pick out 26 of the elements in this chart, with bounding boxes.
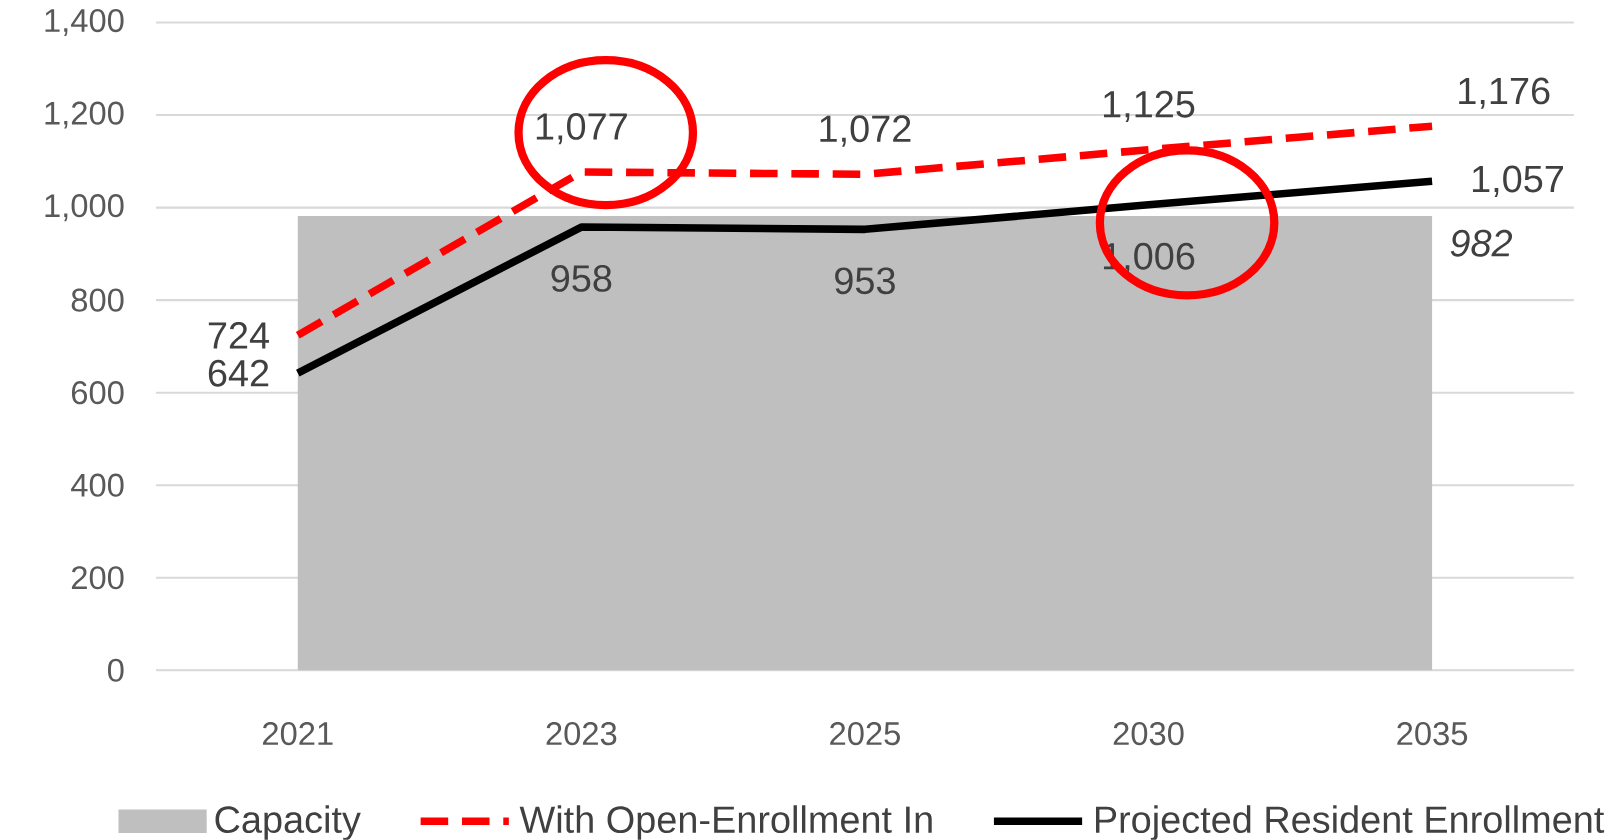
- y-tick-label: 0: [107, 658, 124, 682]
- data-label: 724: [208, 322, 269, 349]
- y-tick-label: 800: [71, 288, 124, 312]
- data-label: 642: [208, 359, 269, 387]
- y-tick-label: 1,400: [45, 9, 124, 37]
- data-label: 1,057: [1472, 165, 1563, 197]
- legend-label: Projected Resident Enrollment: [1095, 805, 1605, 840]
- data-label: 1,125: [1103, 90, 1195, 123]
- data-label: 1,176: [1459, 77, 1550, 109]
- y-tick-label: 200: [71, 566, 124, 590]
- data-label: 982: [1450, 229, 1513, 257]
- y-tick-label: 400: [71, 473, 124, 497]
- y-tick-label: 1,000: [45, 194, 124, 222]
- data-label: 1,072: [820, 115, 911, 147]
- legend-label: With Open-Enrollment In: [519, 805, 932, 840]
- x-tick-label: 2025: [830, 722, 900, 746]
- data-label: 953: [835, 267, 895, 295]
- x-tick-label: 2023: [546, 722, 617, 746]
- y-tick-label: 600: [71, 381, 124, 405]
- data-label: 1,077: [536, 113, 627, 145]
- legend-label: Capacity: [215, 805, 361, 840]
- y-tick-label: 1,200: [45, 101, 124, 129]
- x-tick-label: 2021: [263, 722, 333, 746]
- data-label: 958: [551, 265, 612, 292]
- x-tick-label: 2035: [1397, 722, 1468, 746]
- x-tick-label: 2030: [1113, 722, 1184, 746]
